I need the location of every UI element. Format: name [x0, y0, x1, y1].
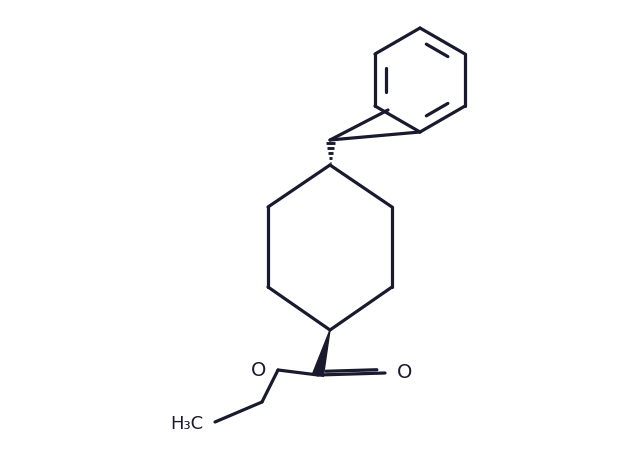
Text: H₃C: H₃C — [170, 415, 203, 433]
Text: O: O — [397, 363, 412, 383]
Polygon shape — [313, 330, 330, 376]
Text: O: O — [251, 360, 266, 379]
